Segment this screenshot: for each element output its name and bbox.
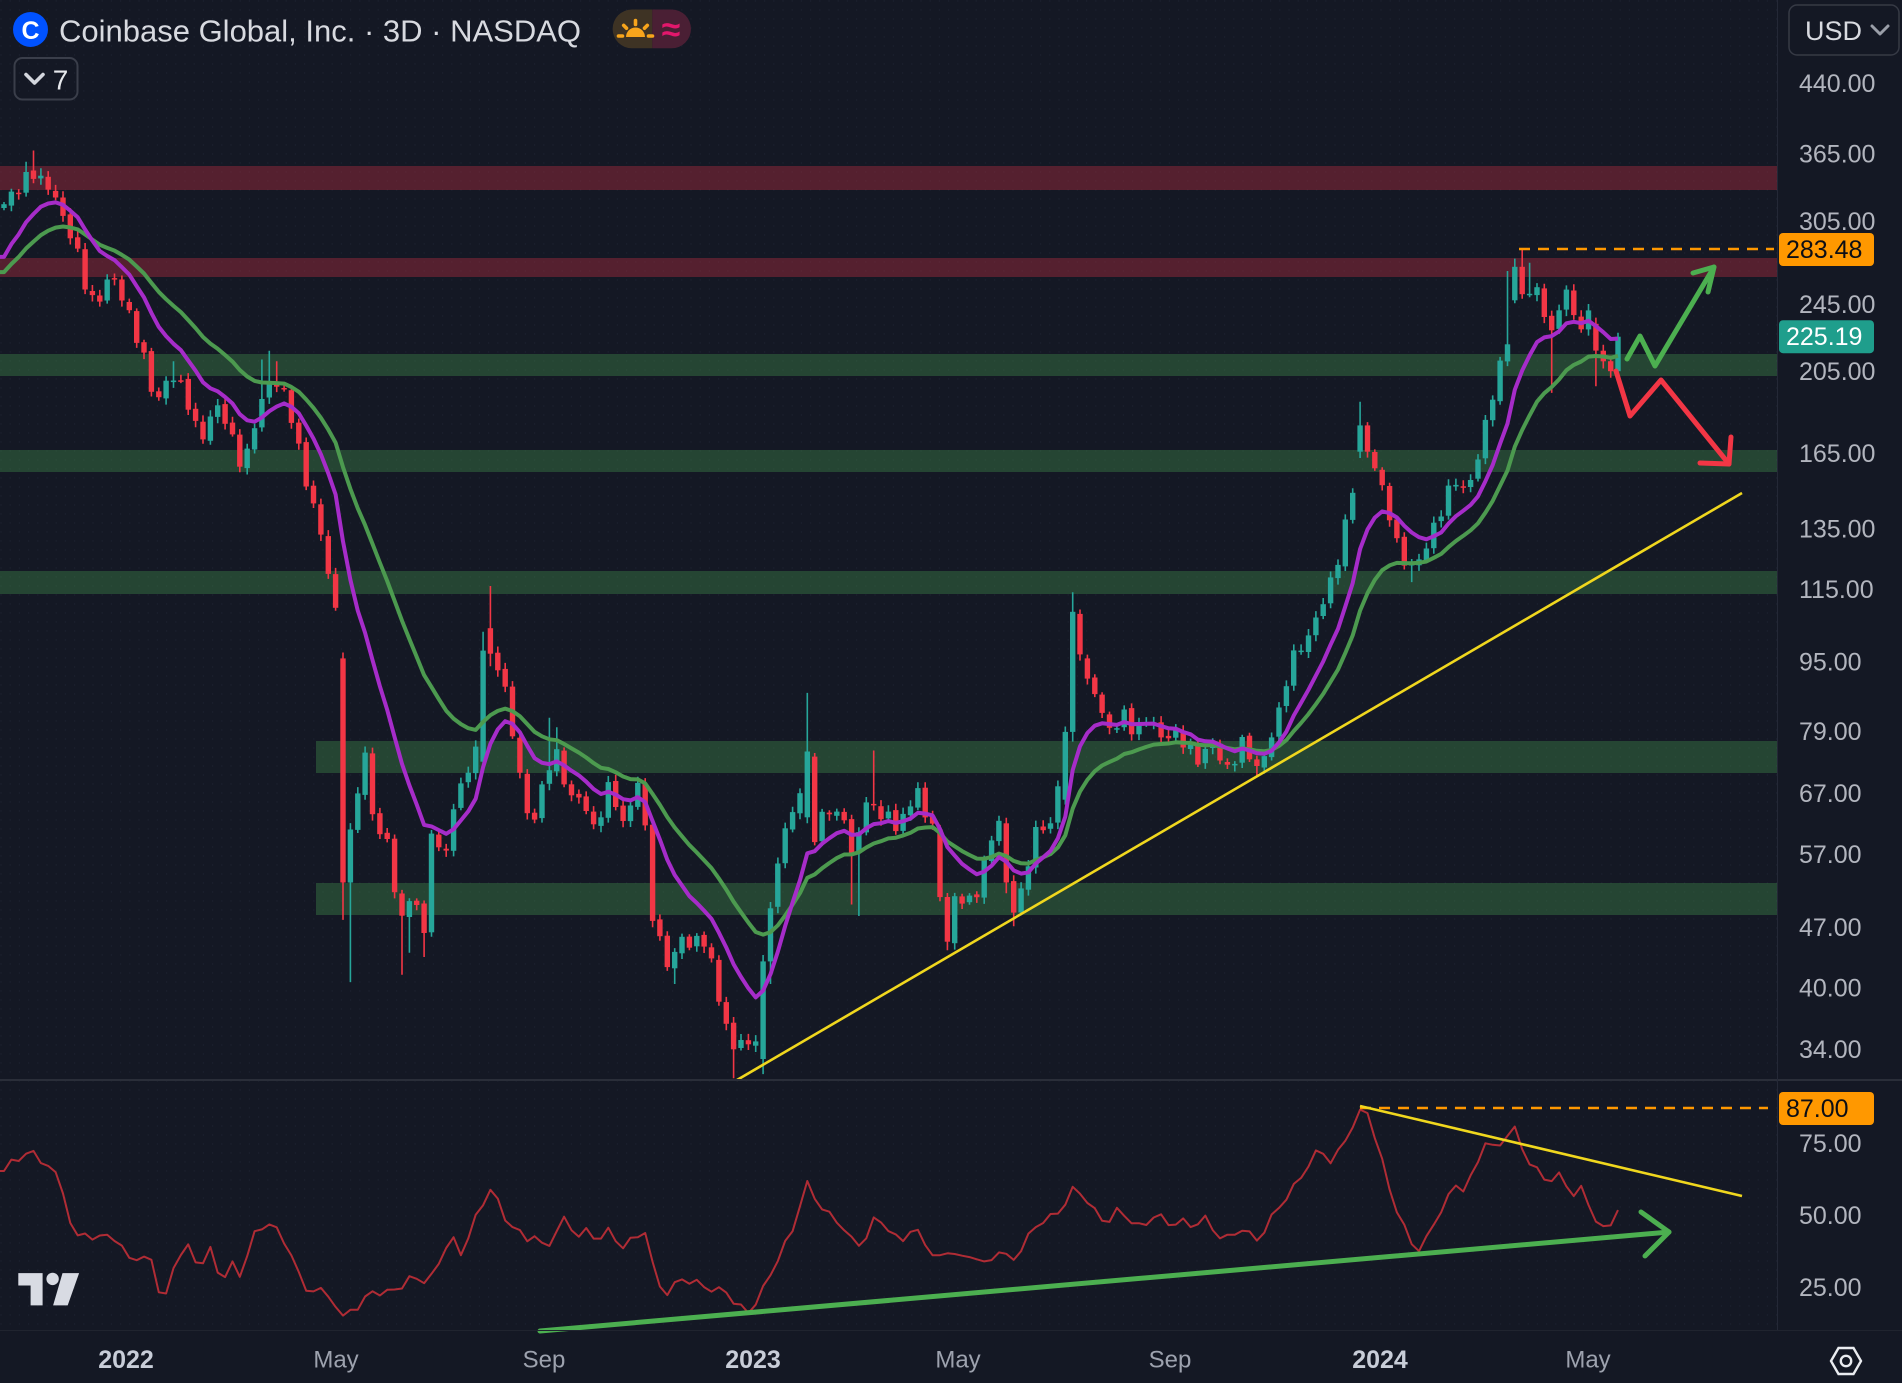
svg-text:305.00: 305.00 (1799, 208, 1875, 236)
svg-text:365.00: 365.00 (1799, 141, 1875, 169)
svg-text:95.00: 95.00 (1799, 648, 1862, 676)
svg-text:50.00: 50.00 (1799, 1202, 1862, 1230)
svg-text:2023: 2023 (725, 1346, 781, 1374)
svg-text:Coinbase Global, Inc. · 3D · N: Coinbase Global, Inc. · 3D · NASDAQ (59, 14, 581, 49)
svg-text:115.00: 115.00 (1799, 576, 1874, 604)
svg-text:245.00: 245.00 (1799, 291, 1875, 319)
svg-text:87.00: 87.00 (1786, 1095, 1849, 1123)
svg-text:440.00: 440.00 (1799, 70, 1875, 98)
svg-text:47.00: 47.00 (1799, 914, 1862, 942)
svg-text:34.00: 34.00 (1799, 1036, 1862, 1064)
svg-text:75.00: 75.00 (1799, 1130, 1862, 1158)
svg-text:225.19: 225.19 (1786, 323, 1862, 351)
svg-text:7: 7 (53, 65, 69, 96)
svg-text:165.00: 165.00 (1799, 440, 1875, 468)
svg-text:135.00: 135.00 (1799, 516, 1875, 544)
svg-text:79.00: 79.00 (1799, 718, 1862, 746)
svg-text:205.00: 205.00 (1799, 358, 1875, 386)
svg-text:May: May (313, 1347, 358, 1374)
svg-text:25.00: 25.00 (1799, 1274, 1862, 1302)
svg-text:May: May (1565, 1347, 1610, 1374)
svg-text:May: May (935, 1347, 980, 1374)
svg-text:2024: 2024 (1352, 1346, 1408, 1374)
svg-text:40.00: 40.00 (1799, 975, 1862, 1003)
svg-text:283.48: 283.48 (1786, 236, 1862, 264)
svg-text:Sep: Sep (1149, 1347, 1192, 1374)
svg-text:57.00: 57.00 (1799, 841, 1862, 869)
svg-text:2022: 2022 (98, 1346, 154, 1374)
svg-text:Sep: Sep (523, 1347, 566, 1374)
svg-text:≈: ≈ (662, 11, 681, 49)
svg-text:USD: USD (1805, 16, 1862, 46)
svg-text:67.00: 67.00 (1799, 780, 1862, 808)
svg-text:C: C (21, 17, 39, 45)
